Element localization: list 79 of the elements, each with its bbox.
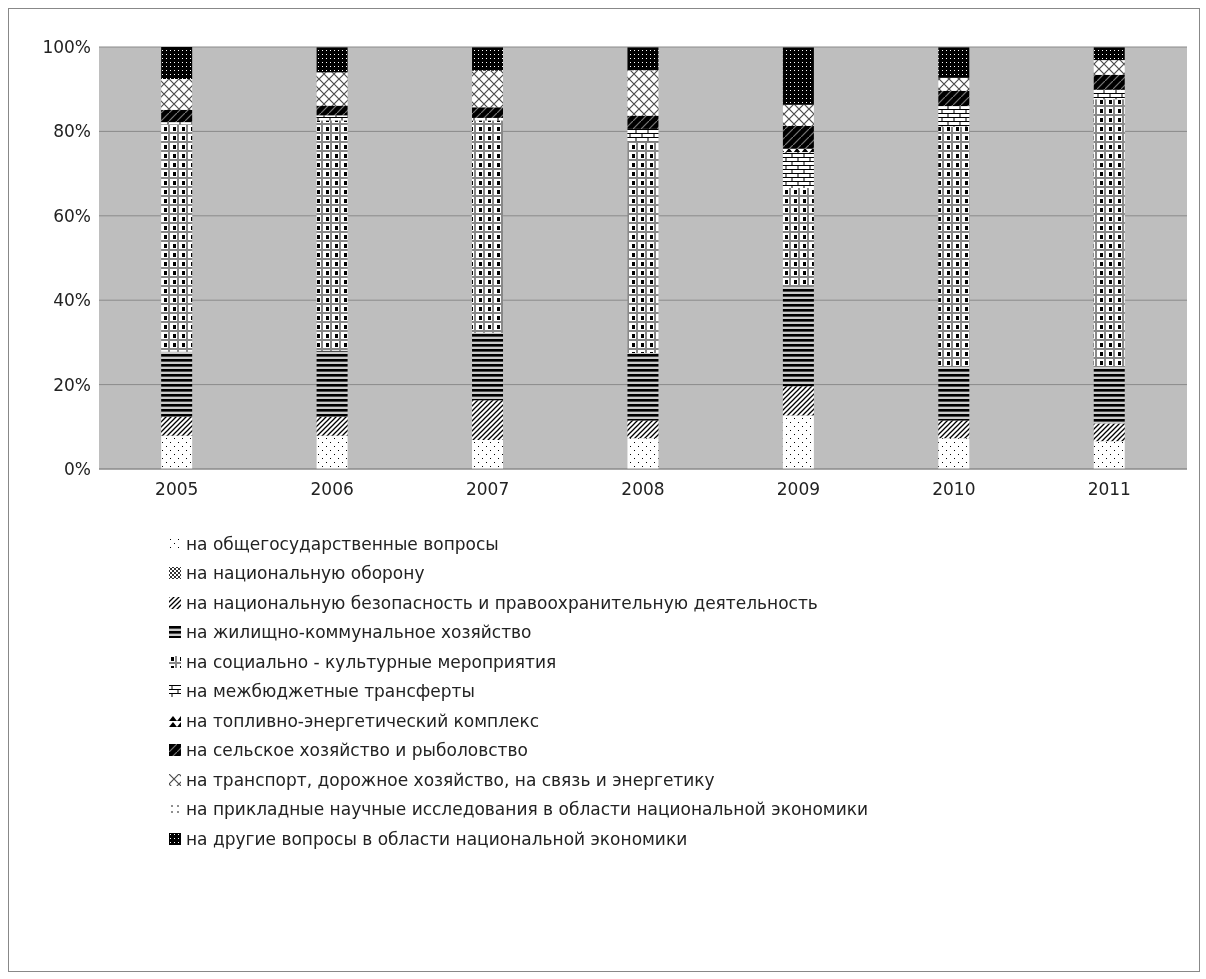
legend-label: на общегосударственные вопросы xyxy=(186,533,499,554)
bar xyxy=(161,47,193,80)
legend-label: на другие вопросы в области национальной экономики xyxy=(186,828,688,849)
bar xyxy=(627,70,659,116)
bar xyxy=(938,438,970,469)
bar xyxy=(472,439,504,469)
bar xyxy=(1093,423,1125,442)
bar xyxy=(161,124,193,352)
bar xyxy=(316,115,348,121)
legend-label: на социально - культурные мероприятия xyxy=(186,651,557,672)
x-tick-label: 2011 xyxy=(1087,479,1131,500)
bar xyxy=(627,141,659,353)
legend-label: на транспорт, дорожное хозяйство, на связь и энергетику xyxy=(186,769,715,790)
bar xyxy=(161,416,193,436)
y-tick-label: 20% xyxy=(53,374,91,395)
x-tick-label: 2006 xyxy=(310,479,354,500)
bar xyxy=(316,72,348,106)
bar xyxy=(938,77,970,91)
bar xyxy=(1093,99,1125,367)
bar xyxy=(627,438,659,469)
bar xyxy=(938,366,970,421)
bar xyxy=(782,287,814,387)
bar xyxy=(782,386,814,416)
bar xyxy=(627,115,659,129)
bar xyxy=(472,70,504,108)
bar xyxy=(316,105,348,116)
bar xyxy=(316,416,348,436)
bar xyxy=(1093,60,1125,75)
y-tick-label: 60% xyxy=(53,205,91,226)
bar xyxy=(938,420,970,439)
legend-label: на национальную безопасность и правоохранительную деятельность xyxy=(186,592,818,613)
bar xyxy=(472,332,504,401)
bar xyxy=(782,125,814,149)
bar xyxy=(316,435,348,469)
bar xyxy=(1093,74,1125,90)
bar xyxy=(472,47,504,71)
x-tick-label: 2009 xyxy=(776,479,821,500)
legend-label: на жилищно-коммунальное хозяйство xyxy=(186,622,532,643)
x-tick-label: 2005 xyxy=(155,479,199,500)
y-tick-label: 100% xyxy=(42,37,91,58)
legend-label: на сельское хозяйство и рыболовство xyxy=(186,740,528,761)
bar xyxy=(627,47,659,71)
bar xyxy=(1093,441,1125,469)
bar xyxy=(472,400,504,440)
bar xyxy=(782,415,814,469)
bar xyxy=(316,47,348,73)
bar xyxy=(161,435,193,469)
bar xyxy=(782,104,814,126)
bar xyxy=(316,350,348,417)
bar xyxy=(161,79,193,110)
x-tick-label: 2010 xyxy=(932,479,976,500)
x-tick-label: 2007 xyxy=(465,479,510,500)
bar xyxy=(938,47,970,78)
bar xyxy=(316,120,348,351)
y-tick-label: 40% xyxy=(53,290,91,311)
y-tick-label: 80% xyxy=(53,121,91,142)
bar xyxy=(161,122,193,125)
bar xyxy=(782,47,814,105)
bar xyxy=(161,109,193,123)
bar xyxy=(627,128,659,142)
legend-label: на межбюджетные трансферты xyxy=(186,681,475,702)
bar xyxy=(938,90,970,107)
legend-label: на прикладные научные исследования в области национальной экономики xyxy=(186,799,869,820)
bar xyxy=(938,126,970,367)
legend-label: на национальную оборону xyxy=(186,563,425,584)
bar xyxy=(782,152,814,188)
bar xyxy=(782,187,814,288)
bar xyxy=(1093,47,1125,61)
x-tick-label: 2008 xyxy=(621,479,665,500)
y-tick-label: 0% xyxy=(64,459,91,480)
bar xyxy=(938,106,970,127)
bar xyxy=(627,420,659,439)
bar xyxy=(472,107,504,118)
bar xyxy=(1093,89,1125,100)
bar xyxy=(1093,366,1125,424)
bar xyxy=(627,352,659,421)
bar xyxy=(472,120,504,333)
bar xyxy=(161,351,193,417)
legend-label: на топливно-энергетический комплекс xyxy=(186,710,540,731)
